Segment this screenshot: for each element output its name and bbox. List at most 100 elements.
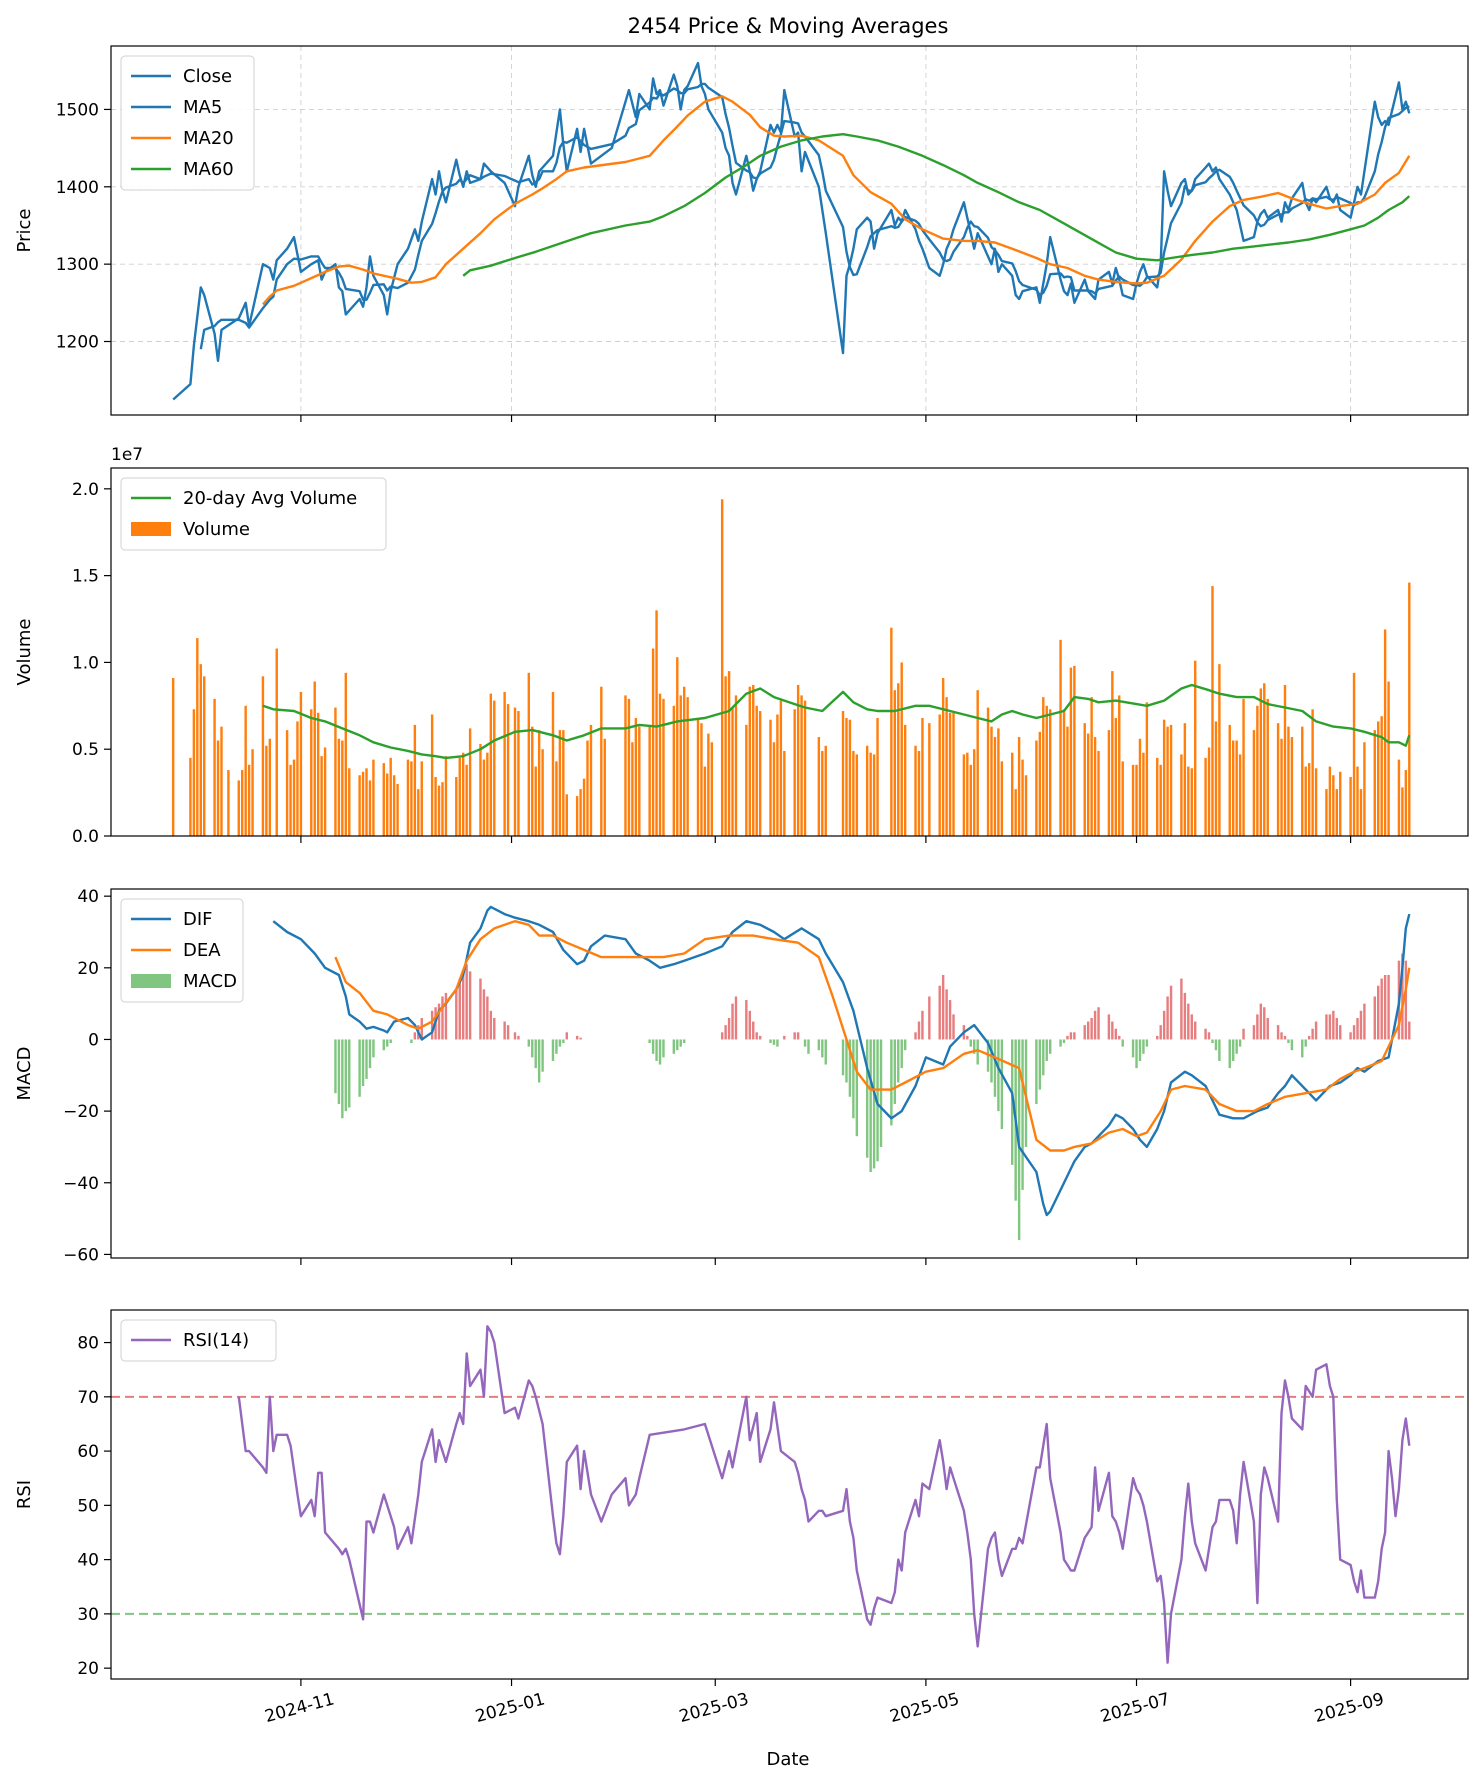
macd-bar: [769, 1039, 772, 1044]
macd-bar: [676, 1039, 679, 1051]
volume-bar: [624, 695, 627, 836]
macd-bar: [1183, 992, 1187, 1040]
macd-bar: [1000, 1039, 1004, 1130]
macd-bar: [1138, 1039, 1142, 1061]
macd-bar: [1304, 1039, 1307, 1047]
y-tick-label: 0: [88, 1030, 99, 1050]
macd-bar: [1280, 1032, 1283, 1040]
volume-bar: [845, 717, 848, 836]
volume-bar: [872, 754, 876, 836]
macd-bar: [1266, 1017, 1269, 1040]
macd-bar: [1156, 1035, 1159, 1040]
macd-bar: [672, 1039, 676, 1054]
macd-bar: [389, 1039, 392, 1044]
volume-bar: [247, 764, 251, 836]
macd-bar: [493, 1017, 496, 1040]
macd-bar: [1242, 1028, 1245, 1040]
series-line-20-day-avg-volume: [262, 683, 1411, 760]
macd-bar: [1231, 1039, 1235, 1061]
volume-bar: [993, 737, 997, 836]
volume-bar: [941, 678, 945, 836]
volume-bar: [579, 789, 582, 836]
macd-bar: [921, 1010, 924, 1040]
volume-bar: [1183, 723, 1187, 836]
volume-bar: [703, 766, 707, 836]
volume-bar: [189, 757, 192, 836]
volume-bar: [997, 728, 1000, 836]
volume-bar: [1356, 766, 1359, 836]
y-tick-label: 1200: [56, 333, 99, 353]
volume-bar: [679, 695, 682, 836]
volume-bar: [1000, 761, 1004, 836]
volume-bar: [285, 730, 289, 836]
macd-bar: [1356, 1017, 1359, 1040]
macd-bar: [1090, 1017, 1093, 1040]
volume-bar: [841, 711, 845, 836]
macd-bar: [1159, 1025, 1162, 1040]
macd-bar: [948, 1000, 952, 1040]
volume-bar: [986, 707, 990, 836]
macd-bar: [772, 1039, 776, 1045]
macd-bar: [1238, 1039, 1242, 1047]
y-tick-label: 20: [77, 959, 99, 979]
volume-bar: [389, 757, 392, 836]
volume-bar: [696, 717, 700, 836]
volume-bar: [1207, 747, 1211, 836]
y-tick-label: 40: [77, 887, 99, 907]
volume-bar: [417, 789, 420, 836]
volume-bar: [1359, 789, 1363, 836]
macd-bar: [513, 1032, 517, 1040]
macd-bar: [365, 1039, 368, 1079]
macd-bar: [869, 1039, 872, 1173]
y-tick-label: 40: [77, 1551, 99, 1571]
volume-bar: [1073, 665, 1076, 836]
volume-bar: [586, 740, 589, 836]
macd-bar: [734, 996, 738, 1040]
macd-bar: [1111, 1021, 1114, 1040]
macd-bar: [1263, 1007, 1266, 1040]
legend-label: DEA: [183, 940, 221, 961]
macd-bar: [758, 1035, 762, 1040]
volume-bar: [1035, 740, 1038, 836]
macd-bar: [482, 989, 486, 1040]
volume-bar: [876, 717, 879, 836]
volume-bar: [220, 726, 223, 836]
panels: 1200 1300 1400 1500 Price Close MA5 MA20 MA60 0.0…: [14, 45, 1469, 1727]
volume-bar: [976, 690, 979, 836]
macd-bar: [562, 1039, 565, 1044]
x-axis-title: Date: [766, 1749, 809, 1770]
macd-bar: [990, 1039, 993, 1083]
macd-bar: [1235, 1039, 1238, 1054]
volume-bar: [1373, 730, 1376, 836]
macd-bar: [1042, 1039, 1045, 1076]
volume-bar: [821, 750, 824, 836]
macd-bar: [1228, 1039, 1231, 1069]
volume-bar: [292, 759, 296, 836]
macd-bar: [1190, 1014, 1193, 1040]
macd-bar: [1135, 1039, 1138, 1069]
macd-bar: [1256, 1014, 1259, 1040]
volume-bar: [420, 761, 423, 836]
volume-bar: [1166, 726, 1169, 836]
volume-bar: [1397, 759, 1401, 836]
volume-bar: [310, 709, 313, 836]
volume-bar: [1093, 737, 1097, 836]
volume-bar: [489, 693, 493, 836]
macd-bar: [1339, 1025, 1342, 1040]
legend-frame: [120, 1319, 277, 1362]
legend-swatch: [131, 974, 171, 988]
macd-bar: [1380, 978, 1383, 1040]
volume-bar: [1256, 705, 1259, 836]
volume-bar: [1349, 776, 1352, 836]
volume-bar: [1048, 709, 1052, 836]
macd-bar: [348, 1039, 351, 1108]
macd-bar: [821, 1039, 824, 1058]
volume-bar: [627, 698, 631, 836]
macd-bar: [793, 1032, 796, 1040]
legend-label: Volume: [183, 519, 250, 540]
volume-bar: [296, 721, 299, 836]
panel-macd: −60 −40 −20 0 20 40 MACD DIF DEA MACD: [14, 887, 1469, 1265]
volume-bar: [945, 697, 948, 836]
volume-bar: [1045, 705, 1048, 836]
macd-bar: [1207, 1032, 1211, 1040]
